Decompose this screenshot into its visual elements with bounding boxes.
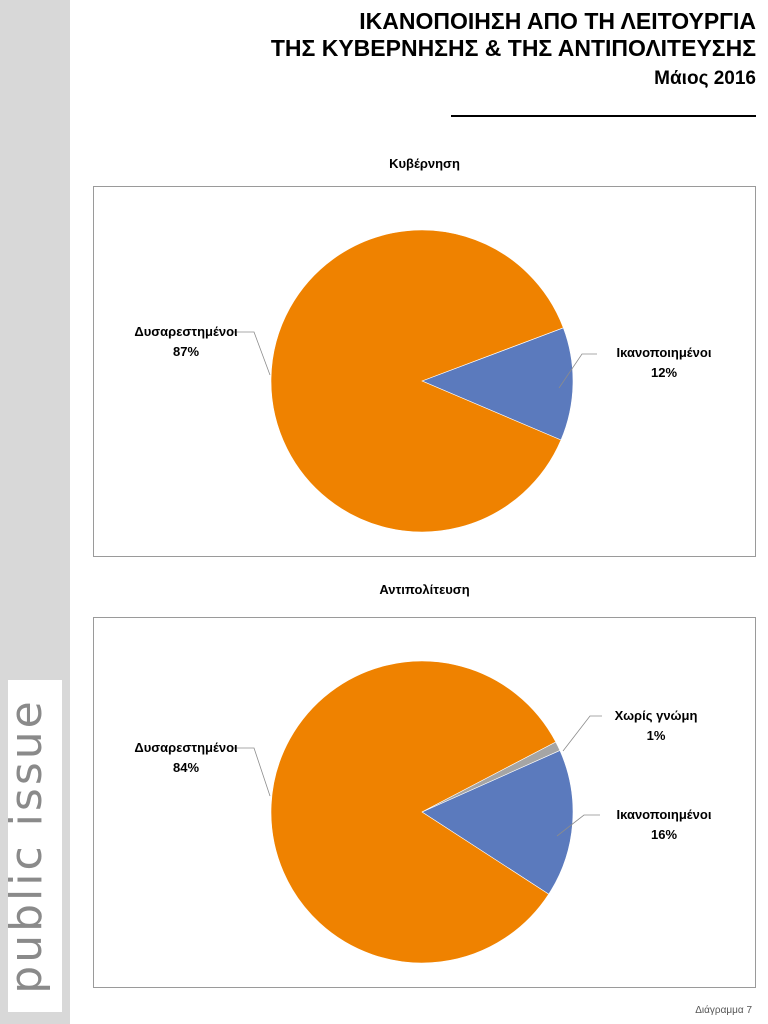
data-label-dissatisfied: Δυσαρεστημένοι	[134, 740, 238, 755]
pie-slice-no-opinion	[421, 741, 561, 813]
pie-chart-government: Ικανοποιημένοι 12% Δυσαρεστημένοι 87%	[134, 229, 712, 533]
page-title-line-2: ΤΗΣ ΚΥΒΕΡΝΗΣΗΣ & ΤΗΣ ΑΝΤΙΠΟΛΙΤΕΥΣΗΣ	[270, 35, 756, 61]
data-label-satisfied: Ικανοποιημένοι	[617, 345, 712, 360]
figure-number: Διάγραμμα 7	[695, 1005, 752, 1016]
leader-line-no-opinion	[562, 715, 602, 752]
leader-line-dissatisfied	[232, 747, 271, 797]
data-value-dissatisfied: 87%	[173, 344, 199, 359]
brand-logo-text: public issue	[1, 698, 52, 994]
leader-line-dissatisfied	[232, 331, 271, 376]
chart-frame-opposition: Ικανοποιημένοι 16% Δυσαρεστημένοι 84% Χωρίς …	[93, 617, 756, 988]
chart-title-government: Κυβέρνηση	[389, 156, 460, 171]
chart-frame-government: Ικανοποιημένοι 12% Δυσαρεστημένοι 87%	[93, 186, 756, 557]
page-header: ΙΚΑΝΟΠΟΙΗΣΗ ΑΠΟ ΤΗ ΛΕΙΤΟΥΡΓΙΑ ΤΗΣ ΚΥΒΕΡΝ…	[271, 8, 756, 90]
leader-line-satisfied	[556, 814, 600, 837]
header-divider	[451, 115, 756, 117]
data-label-no-opinion: Χωρίς γνώμη	[615, 708, 698, 723]
page-date: Μάιος 2016	[654, 68, 756, 89]
data-value-satisfied: 16%	[651, 827, 677, 842]
data-value-no-opinion: 1%	[647, 728, 666, 743]
data-label-satisfied: Ικανοποιημένοι	[617, 807, 712, 822]
brand-logo	[8, 680, 62, 1012]
pie-chart-opposition: Ικανοποιημένοι 16% Δυσαρεστημένοι 84% Χωρίς …	[134, 660, 712, 964]
pie-slice-dissatisfied	[270, 660, 557, 964]
data-label-dissatisfied: Δυσαρεστημένοι	[134, 324, 238, 339]
pie-slice-satisfied	[421, 327, 574, 441]
page-title-line-1: ΙΚΑΝΟΠΟΙΗΣΗ ΑΠΟ ΤΗ ΛΕΙΤΟΥΡΓΙΑ	[359, 8, 756, 34]
leader-line-satisfied	[558, 353, 597, 389]
pie-slice-dissatisfied	[270, 229, 564, 533]
data-value-dissatisfied: 84%	[173, 760, 199, 775]
chart-title-opposition: Αντιπολίτευση	[379, 582, 470, 597]
data-value-satisfied: 12%	[651, 365, 677, 380]
